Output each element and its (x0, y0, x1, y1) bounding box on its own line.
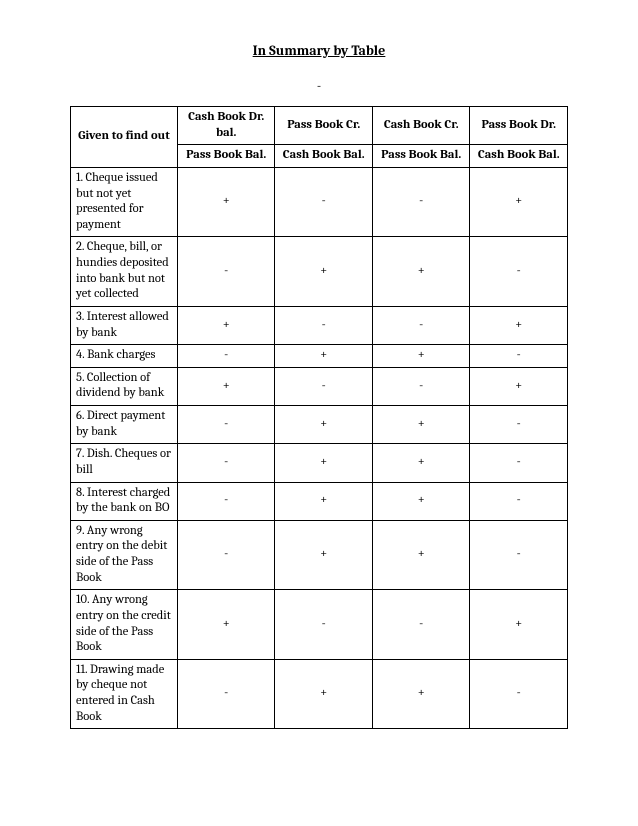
row-cell: - (470, 659, 568, 729)
row-cell: - (470, 237, 568, 307)
row-cell: + (470, 306, 568, 344)
row-cell: - (275, 590, 373, 660)
header-col3-bot: Pass Book Bal. (372, 145, 470, 168)
row-cell: + (372, 406, 470, 444)
row-cell: - (372, 590, 470, 660)
row-label: 9. Any wrong entry on the debit side of … (71, 520, 178, 590)
row-cell: + (177, 367, 275, 405)
row-cell: + (372, 520, 470, 590)
row-cell: + (275, 659, 373, 729)
row-cell: + (372, 237, 470, 307)
row-cell: - (372, 367, 470, 405)
row-cell: + (275, 406, 373, 444)
row-cell: + (275, 444, 373, 482)
table-row: 7. Dish. Cheques or bill-++- (71, 444, 568, 482)
row-label: 4. Bank charges (71, 345, 178, 368)
header-col1-bot: Pass Book Bal. (177, 145, 275, 168)
row-cell: + (372, 482, 470, 520)
row-cell: - (470, 482, 568, 520)
row-cell: + (275, 520, 373, 590)
table-row: 3. Interest allowed by bank+--+ (71, 306, 568, 344)
row-cell: - (470, 406, 568, 444)
row-cell: - (177, 237, 275, 307)
row-label: 1. Cheque issued but not yet presented f… (71, 167, 178, 237)
row-cell: + (275, 482, 373, 520)
row-label: 8. Interest charged by the bank on BO (71, 482, 178, 520)
summary-table: Given to find out Cash Book Dr. bal. Pas… (70, 106, 568, 729)
table-row: 6. Direct payment by bank-++- (71, 406, 568, 444)
table-row: 9. Any wrong entry on the debit side of … (71, 520, 568, 590)
header-col2-bot: Cash Book Bal. (275, 145, 373, 168)
row-cell: - (177, 406, 275, 444)
row-cell: + (275, 237, 373, 307)
table-row: 5. Collection of dividend by bank+--+ (71, 367, 568, 405)
page-title: In Summary by Table (70, 42, 568, 59)
table-row: 1. Cheque issued but not yet presented f… (71, 167, 568, 237)
header-col4-bot: Cash Book Bal. (470, 145, 568, 168)
table-body: 1. Cheque issued but not yet presented f… (71, 167, 568, 728)
header-col1-top: Cash Book Dr. bal. (177, 107, 275, 145)
row-cell: + (177, 590, 275, 660)
header-col4-top: Pass Book Dr. (470, 107, 568, 145)
header-col2-top: Pass Book Cr. (275, 107, 373, 145)
row-cell: + (372, 444, 470, 482)
row-cell: - (275, 367, 373, 405)
row-cell: - (372, 306, 470, 344)
row-label: 11. Drawing made by cheque not entered i… (71, 659, 178, 729)
row-cell: + (177, 306, 275, 344)
row-label: 7. Dish. Cheques or bill (71, 444, 178, 482)
row-cell: + (372, 345, 470, 368)
table-row: 4. Bank charges-++- (71, 345, 568, 368)
table-row: 8. Interest charged by the bank on BO-++… (71, 482, 568, 520)
row-cell: - (177, 482, 275, 520)
row-cell: + (177, 167, 275, 237)
row-label: 6. Direct payment by bank (71, 406, 178, 444)
row-cell: - (177, 444, 275, 482)
row-cell: - (177, 520, 275, 590)
row-label: 5. Collection of dividend by bank (71, 367, 178, 405)
row-cell: - (177, 659, 275, 729)
header-col0: Given to find out (71, 107, 178, 168)
subtitle-dash: - (70, 79, 568, 94)
header-col3-top: Cash Book Cr. (372, 107, 470, 145)
row-cell: + (470, 167, 568, 237)
row-cell: + (470, 367, 568, 405)
row-cell: - (372, 167, 470, 237)
row-cell: + (275, 345, 373, 368)
row-label: 10. Any wrong entry on the credit side o… (71, 590, 178, 660)
row-cell: - (470, 345, 568, 368)
row-cell: - (275, 167, 373, 237)
table-row: 2. Cheque, bill, or hundies deposited in… (71, 237, 568, 307)
row-cell: - (177, 345, 275, 368)
table-header: Given to find out Cash Book Dr. bal. Pas… (71, 107, 568, 168)
table-row: 10. Any wrong entry on the credit side o… (71, 590, 568, 660)
row-cell: - (275, 306, 373, 344)
row-cell: + (470, 590, 568, 660)
row-label: 3. Interest allowed by bank (71, 306, 178, 344)
row-label: 2. Cheque, bill, or hundies deposited in… (71, 237, 178, 307)
row-cell: - (470, 444, 568, 482)
row-cell: + (372, 659, 470, 729)
table-row: 11. Drawing made by cheque not entered i… (71, 659, 568, 729)
row-cell: - (470, 520, 568, 590)
